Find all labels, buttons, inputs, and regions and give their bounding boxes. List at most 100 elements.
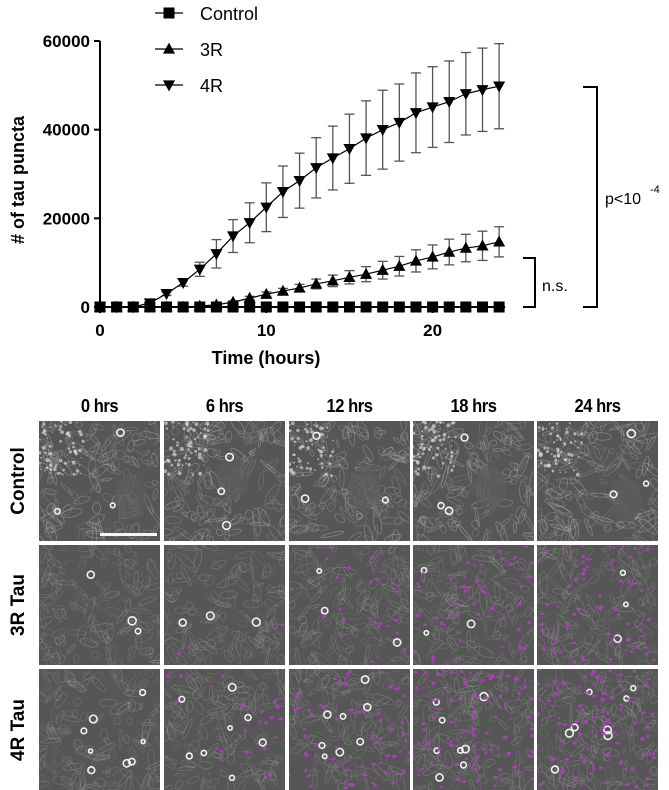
- triangle-down-marker-icon: [177, 277, 190, 289]
- column-header-0-hrs: 0 hrs: [80, 396, 119, 416]
- ns-bracket: [523, 257, 536, 308]
- x-axis-title: Time (hours): [212, 348, 321, 368]
- cell-texture: [289, 421, 410, 541]
- triangle-up-marker-icon: [376, 263, 389, 275]
- square-marker-icon: [294, 301, 306, 313]
- legend-item-4r: 4R: [155, 76, 223, 96]
- triangle-down-marker-icon: [493, 81, 506, 93]
- square-marker-icon: [476, 301, 488, 313]
- cell-texture: [413, 545, 534, 665]
- micrograph-control-0hrs: [39, 421, 160, 541]
- micrograph-4r-tau-12hrs: [289, 669, 410, 790]
- triangle-up-marker-icon: [243, 291, 256, 303]
- significance-annotations: n.s. p<10 -4: [523, 86, 660, 308]
- triangle-up-marker-icon: [310, 277, 323, 289]
- micrograph-3r-tau-18hrs: [413, 545, 534, 665]
- x-tick-label: 0: [95, 321, 104, 340]
- cell-texture: [413, 669, 534, 790]
- triangle-down-marker-icon: [193, 264, 206, 276]
- triangle-down-marker-icon: [409, 108, 423, 120]
- ns-label: n.s.: [542, 278, 568, 295]
- square-marker-icon: [163, 7, 175, 19]
- triangle-up-marker-icon: [260, 287, 273, 299]
- triangle-down-marker-icon: [443, 97, 456, 109]
- legend-label: 4R: [200, 76, 223, 96]
- triangle-down-marker-icon: [310, 163, 323, 175]
- square-marker-icon: [277, 301, 289, 313]
- micrograph-3r-tau-12hrs: [289, 545, 410, 665]
- triangle-up-marker-icon: [343, 270, 356, 282]
- triangle-up-marker-icon: [476, 239, 489, 251]
- x-tick-label: 10: [257, 321, 276, 340]
- triangle-down-marker-icon: [426, 102, 439, 114]
- square-marker-icon: [111, 301, 123, 313]
- cell-texture: [164, 669, 285, 790]
- triangle-up-marker-icon: [293, 281, 306, 293]
- triangle-up-marker-icon: [459, 241, 472, 253]
- square-marker-icon: [460, 301, 472, 313]
- series-control: [94, 301, 505, 313]
- column-header-18-hrs: 18 hrs: [450, 396, 497, 416]
- square-marker-icon: [260, 301, 272, 313]
- triangle-down-marker-icon: [210, 249, 223, 261]
- triangle-down-marker-icon: [293, 175, 306, 187]
- triangle-up-marker-icon: [443, 245, 456, 257]
- square-marker-icon: [443, 301, 455, 313]
- p-value-label: p<10: [605, 191, 641, 208]
- column-header-24-hrs: 24 hrs: [574, 396, 621, 416]
- square-marker-icon: [327, 301, 339, 313]
- micrograph-4r-tau-18hrs: [413, 669, 534, 790]
- micrograph-4r-tau-24hrs: [537, 669, 658, 790]
- row-label-text: 3R Tau: [8, 574, 29, 636]
- triangle-down-marker-icon: [243, 218, 256, 230]
- triangle-down-marker-icon: [459, 89, 472, 101]
- triangle-down-marker-icon: [260, 202, 273, 214]
- micrograph-3r-tau-0hrs: [39, 545, 160, 665]
- y-tick-label: 60000: [43, 32, 90, 51]
- row-label-text: 4R Tau: [8, 698, 29, 761]
- cell-texture: [39, 669, 160, 790]
- cell-texture: [164, 545, 285, 665]
- cell-texture: [39, 545, 160, 665]
- triangle-down-marker-icon: [160, 289, 173, 301]
- chart-axes: 0 20000 40000 60000 0 10 20 Time (hours) # of ta…: [8, 32, 506, 368]
- row-label-4r-tau: 4R Tau: [4, 669, 34, 790]
- triangle-up-marker-icon: [409, 254, 423, 266]
- row-label-control: Control: [4, 421, 34, 541]
- triangle-up-marker-icon: [326, 274, 339, 286]
- tau-puncta-chart: 0 20000 40000 60000 0 10 20 Time (hours) # of ta…: [8, 4, 660, 368]
- square-marker-icon: [310, 301, 322, 313]
- micrograph-3r-tau-24hrs: [537, 545, 658, 665]
- legend-item-control: Control: [155, 4, 258, 24]
- x-tick-label: 20: [423, 321, 442, 340]
- square-marker-icon: [410, 301, 422, 313]
- triangle-down-marker-icon: [476, 85, 489, 97]
- square-marker-icon: [210, 301, 222, 313]
- cell-texture: [537, 421, 658, 541]
- scale-bar: [100, 533, 157, 536]
- square-marker-icon: [144, 301, 156, 313]
- square-marker-icon: [127, 301, 139, 313]
- legend-item-3r: 3R: [155, 40, 223, 60]
- triangle-down-marker-icon: [343, 144, 356, 156]
- micrograph-control-6hrs: [164, 421, 285, 541]
- triangle-down-marker-icon: [393, 117, 406, 129]
- cell-texture: [289, 545, 410, 665]
- square-marker-icon: [161, 301, 173, 313]
- square-marker-icon: [94, 301, 106, 313]
- micrograph-3r-tau-6hrs: [164, 545, 285, 665]
- p-value-bracket: [583, 86, 598, 308]
- triangle-down-marker-icon: [162, 80, 176, 92]
- triangle-down-marker-icon: [326, 153, 339, 165]
- square-marker-icon: [194, 301, 206, 313]
- cell-texture: [537, 669, 658, 790]
- square-marker-icon: [427, 301, 439, 313]
- triangle-down-marker-icon: [226, 231, 240, 243]
- square-marker-icon: [343, 301, 355, 313]
- micrograph-control-24hrs: [537, 421, 658, 541]
- square-marker-icon: [377, 301, 389, 313]
- cell-texture: [413, 421, 534, 541]
- column-header-12-hrs: 12 hrs: [326, 396, 373, 416]
- row-label-text: Control: [8, 447, 29, 515]
- column-header-6-hrs: 6 hrs: [205, 396, 244, 416]
